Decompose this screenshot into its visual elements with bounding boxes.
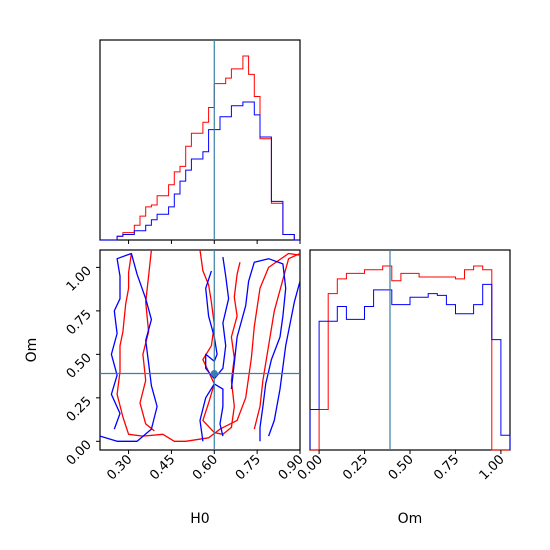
contour-blue-0 — [100, 252, 158, 442]
truth-point — [210, 369, 218, 377]
om-histogram-layer — [309, 250, 511, 451]
om-histogram-blue — [309, 283, 511, 450]
y-axis-label-om: Om — [24, 338, 40, 363]
h0-histogram-blue — [100, 101, 300, 241]
contour-lines — [100, 250, 300, 442]
contour-ytick-label-4: 1.00 — [64, 264, 95, 295]
h0-histogram-frame — [99, 39, 301, 241]
contour-red-2 — [139, 250, 155, 432]
x-axis-label-h0: H0 — [190, 511, 209, 527]
om-histogram-red — [310, 265, 510, 451]
axes-layer: 0.30 0.45 0.60 0.75 0.900.000.250.500.751.00… — [64, 240, 508, 483]
contour-blue-1 — [199, 383, 224, 442]
contour-ytick-label-2: 0.50 — [64, 351, 95, 382]
contour-red-3 — [253, 252, 300, 430]
contour-xtick-label-1: 0.45 — [147, 452, 178, 483]
contour-ytick-label-1: 0.25 — [64, 394, 95, 425]
om-hist-xtick-label-3: 0.75 — [431, 452, 462, 483]
om-hist-xtick-label-1: 0.25 — [340, 452, 371, 483]
x-axis-label-om: Om — [398, 511, 423, 527]
contour-red-1 — [199, 250, 241, 435]
contour-xtick-label-0: 0.30 — [104, 452, 135, 483]
om-histogram-frame — [309, 249, 511, 451]
contour-blue-4 — [267, 281, 300, 437]
h0-histogram-red — [100, 55, 300, 241]
contour-red-0 — [116, 252, 300, 442]
contour-ytick-label-0: 0.00 — [64, 438, 95, 469]
contour-blue-3 — [230, 258, 287, 442]
om-hist-xtick-label-4: 1.00 — [477, 452, 508, 483]
h0-histogram-layer — [100, 40, 300, 241]
contour-blue-2 — [205, 256, 230, 380]
contour-ytick-label-3: 0.75 — [64, 307, 95, 338]
contour-xtick-label-2: 0.60 — [190, 452, 221, 483]
contour-layer — [100, 250, 300, 450]
om-hist-xtick-label-2: 0.50 — [386, 452, 417, 483]
contour-xtick-label-3: 0.75 — [233, 452, 264, 483]
